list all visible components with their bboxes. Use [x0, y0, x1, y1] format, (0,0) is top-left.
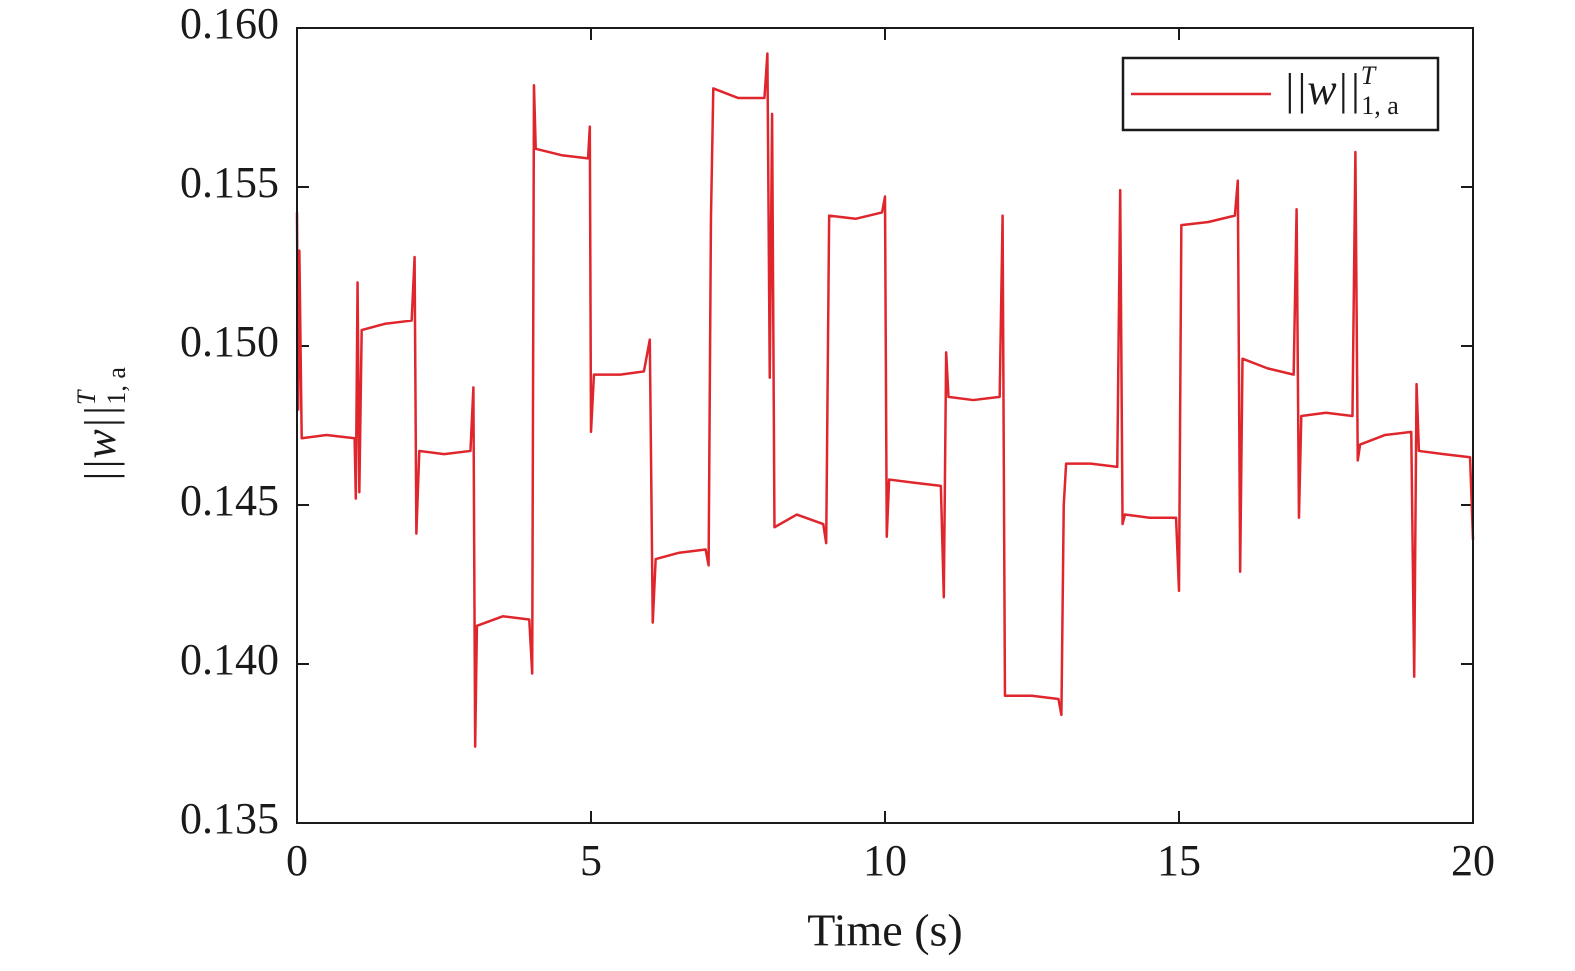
- legend-label-sub: 1, a: [1361, 91, 1399, 120]
- legend-label-base: ||w||: [1283, 65, 1361, 114]
- y-tick-label: 0.155: [180, 158, 279, 207]
- x-axis-label: Time (s): [807, 905, 963, 956]
- y-label-base: ||w||: [76, 405, 125, 483]
- y-axis-label: ||w||T1, a: [72, 367, 131, 483]
- y-tick-label: 0.150: [180, 317, 279, 366]
- x-tick-label: 20: [1451, 836, 1495, 885]
- x-tick-label: 5: [580, 836, 602, 885]
- plot-frame: [296, 27, 1474, 824]
- x-tick-label: 10: [863, 836, 907, 885]
- legend-label: ||w||T 1, a: [1283, 61, 1399, 120]
- y-tick-label: 0.140: [180, 635, 279, 684]
- y-tick-label: 0.160: [180, 0, 279, 48]
- x-tick-label: 15: [1157, 836, 1201, 885]
- y-label-sub: 1, a: [102, 367, 131, 405]
- y-tick-label: 0.145: [180, 476, 279, 525]
- data-line: [295, 52, 1475, 748]
- legend-label-sup: T: [1361, 61, 1377, 90]
- x-tick-label: 0: [286, 836, 308, 885]
- y-label-sup: T: [72, 389, 101, 405]
- y-tick-label: 0.135: [180, 794, 279, 843]
